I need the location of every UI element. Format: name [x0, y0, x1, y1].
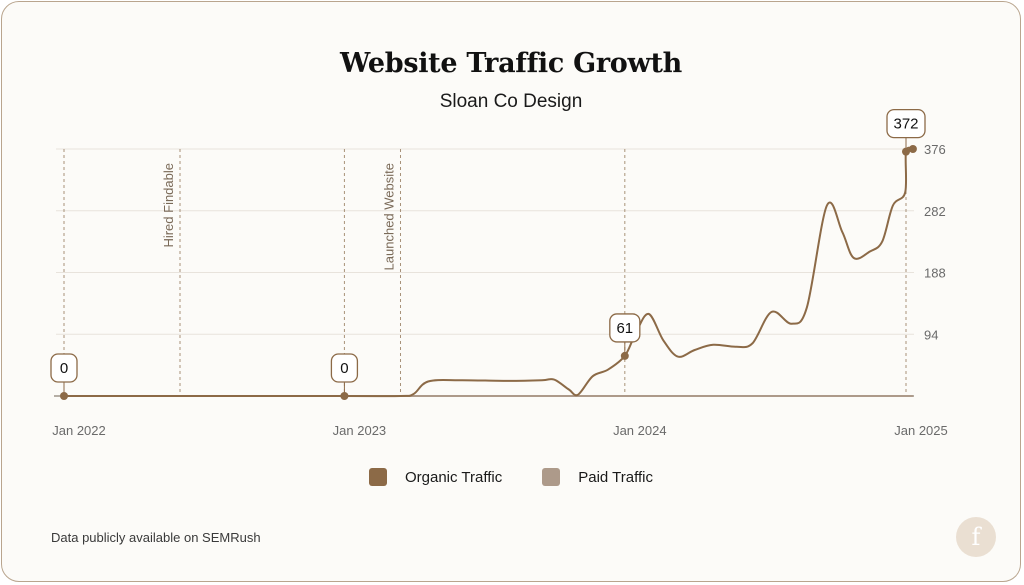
data-source-note: Data publicly available on SEMRush [51, 530, 261, 545]
chart-subtitle: Sloan Co Design [439, 91, 583, 112]
series-end-point [908, 145, 917, 153]
legend-swatch-paid [542, 468, 561, 486]
y-tick-label-376: 376 [924, 142, 946, 157]
legend-label-organic: Organic Traffic [404, 468, 503, 486]
callout-box-2 [609, 313, 641, 343]
chart-legend: Organic Traffic Paid Traffic [2, 468, 1020, 486]
callout-label-2: 61 [616, 320, 633, 337]
callout-box-1 [330, 353, 359, 383]
legend-swatch-organic [368, 468, 387, 486]
x-tick-label-1: Jan 2023 [333, 423, 387, 438]
x-tick-label-2: Jan 2024 [613, 423, 667, 438]
series-line-organic [64, 146, 914, 398]
callout-label-0: 0 [60, 360, 68, 377]
y-tick-label-94: 94 [924, 327, 938, 342]
chart-title: Website Traffic Growth [340, 48, 682, 79]
findable-logo: f [956, 517, 996, 557]
y-tick-label-188: 188 [924, 266, 946, 281]
legend-item-organic[interactable]: Organic Traffic [368, 468, 503, 486]
callout-label-3: 372 [893, 116, 918, 133]
annotation-label-0: Hired Findable [161, 163, 176, 248]
x-tick-label-0: Jan 2022 [52, 423, 106, 438]
callout-box-3 [886, 108, 926, 139]
callout-label-1: 0 [340, 360, 348, 377]
x-tick-label-3: Jan 2025 [894, 423, 948, 438]
legend-item-paid[interactable]: Paid Traffic [542, 468, 653, 486]
legend-label-paid: Paid Traffic [578, 468, 654, 486]
annotation-label-1: Launched Website [381, 163, 396, 270]
y-tick-label-282: 282 [924, 204, 946, 219]
callout-box-0 [50, 353, 78, 383]
